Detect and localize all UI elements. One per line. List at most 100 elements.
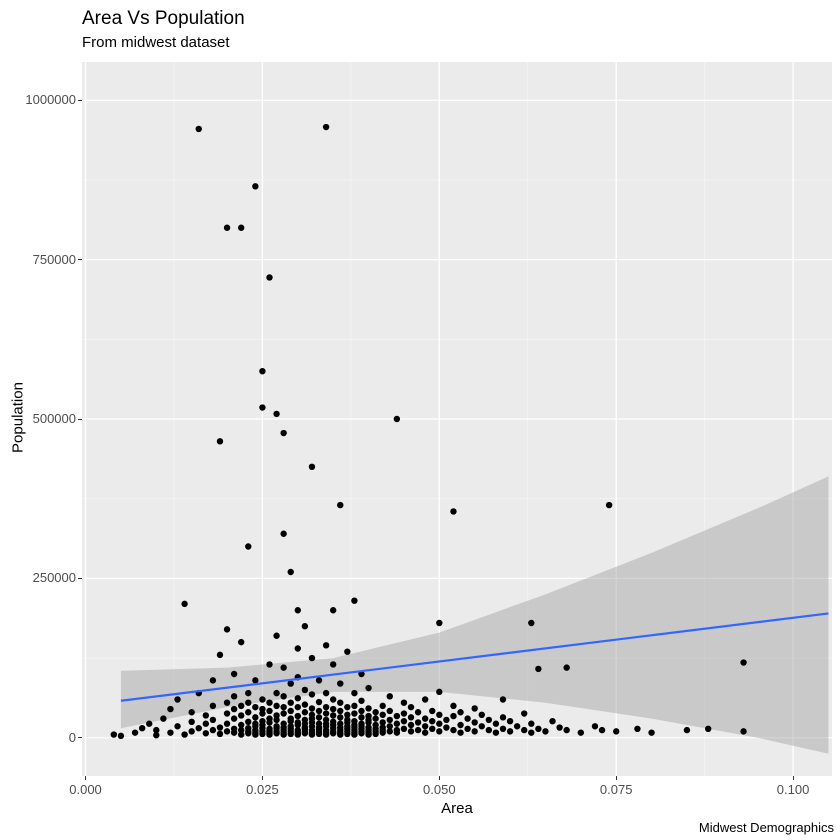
y-tick-label: 250000 (33, 570, 76, 585)
scatter-point (450, 508, 456, 514)
scatter-point (436, 721, 442, 727)
scatter-point (273, 633, 279, 639)
scatter-point (323, 124, 329, 130)
plot-panel (82, 62, 832, 776)
scatter-point (344, 648, 350, 654)
scatter-point (288, 723, 294, 729)
scatter-point (238, 639, 244, 645)
scatter-point (203, 730, 209, 736)
scatter-point (705, 726, 711, 732)
scatter-point (344, 704, 350, 710)
x-tick-label: 0.000 (66, 782, 106, 797)
y-tick-label: 750000 (33, 252, 76, 267)
scatter-point (238, 727, 244, 733)
scatter-point (224, 728, 230, 734)
scatter-point (493, 721, 499, 727)
scatter-point (380, 719, 386, 725)
scatter-point (351, 690, 357, 696)
scatter-point (245, 543, 251, 549)
scatter-point (309, 729, 315, 735)
y-tick-mark (78, 259, 82, 260)
scatter-point (401, 726, 407, 732)
scatter-point (302, 701, 308, 707)
scatter-point (394, 721, 400, 727)
scatter-point (238, 225, 244, 231)
scatter-point (464, 715, 470, 721)
scatter-point (266, 699, 272, 705)
scatter-point (210, 727, 216, 733)
scatter-point (288, 708, 294, 714)
scatter-point (231, 715, 237, 721)
scatter-point (295, 704, 301, 710)
scatter-point (217, 652, 223, 658)
y-tick-mark (78, 578, 82, 579)
scatter-point (401, 699, 407, 705)
scatter-point (592, 723, 598, 729)
scatter-point (351, 597, 357, 603)
scatter-point (280, 531, 286, 537)
scatter-point (563, 727, 569, 733)
scatter-point (330, 661, 336, 667)
scatter-point (556, 724, 562, 730)
scatter-point (188, 728, 194, 734)
scatter-point (224, 710, 230, 716)
scatter-point (372, 722, 378, 728)
y-tick-mark (78, 419, 82, 420)
scatter-point (422, 729, 428, 735)
scatter-point (302, 623, 308, 629)
scatter-point (422, 696, 428, 702)
scatter-point (266, 708, 272, 714)
scatter-point (429, 718, 435, 724)
scatter-point (111, 731, 117, 737)
scatter-point (273, 703, 279, 709)
scatter-point (457, 722, 463, 728)
scatter-point (231, 726, 237, 732)
scatter-point (309, 723, 315, 729)
scatter-point (259, 696, 265, 702)
scatter-point (323, 721, 329, 727)
scatter-point (429, 726, 435, 732)
scatter-point (323, 731, 329, 737)
scatter-point (238, 712, 244, 718)
scatter-point (280, 664, 286, 670)
scatter-point (252, 704, 258, 710)
scatter-point (408, 704, 414, 710)
scatter-point (259, 731, 265, 737)
scatter-point (316, 724, 322, 730)
scatter-point (408, 714, 414, 720)
scatter-point (344, 717, 350, 723)
x-tick-label: 0.025 (242, 782, 282, 797)
scatter-point (387, 708, 393, 714)
scatter-point (443, 724, 449, 730)
scatter-point (740, 728, 746, 734)
scatter-point (471, 719, 477, 725)
scatter-point (245, 709, 251, 715)
scatter-point (273, 411, 279, 417)
scatter-point (302, 721, 308, 727)
scatter-point (323, 690, 329, 696)
scatter-point (252, 183, 258, 189)
scatter-point (210, 717, 216, 723)
scatter-point (309, 655, 315, 661)
scatter-point (436, 689, 442, 695)
scatter-point (266, 719, 272, 725)
scatter-point (288, 569, 294, 575)
scatter-point (486, 717, 492, 723)
chart-container: { "chart": { "type": "scatter", "title":… (0, 0, 840, 840)
scatter-point (387, 717, 393, 723)
scatter-point (351, 722, 357, 728)
scatter-point (330, 607, 336, 613)
scatter-point (528, 620, 534, 626)
scatter-point (408, 728, 414, 734)
scatter-point (337, 680, 343, 686)
scatter-point (316, 699, 322, 705)
scatter-point (351, 703, 357, 709)
scatter-point (648, 729, 654, 735)
y-tick-label: 1000000 (25, 92, 76, 107)
y-tick-mark (78, 100, 82, 101)
scatter-point (394, 416, 400, 422)
scatter-point (436, 712, 442, 718)
scatter-point (217, 438, 223, 444)
scatter-point (365, 685, 371, 691)
scatter-point (295, 645, 301, 651)
